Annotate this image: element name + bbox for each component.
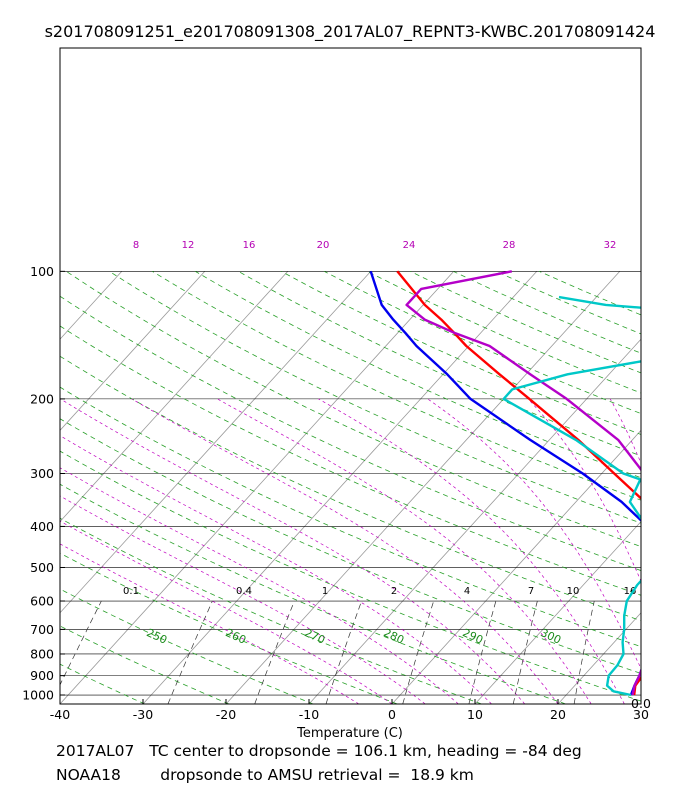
- dry-adiabat-line: [60, 552, 398, 704]
- mixing-ratio-line: [512, 600, 538, 704]
- isotherm-line: [640, 703, 641, 704]
- dry-adiabat-line: [108, 270, 641, 524]
- plot-frame: [59, 47, 642, 705]
- dry-adiabat-line: [60, 355, 641, 622]
- x-tick-label: -10: [299, 707, 319, 722]
- moist-adiabat-line: [217, 398, 592, 704]
- mixing-ratio-label: 7: [528, 586, 534, 597]
- y-tick-label: 800: [30, 646, 54, 661]
- mixing-ratio-line: [402, 600, 435, 704]
- isotherm-line: [60, 271, 206, 431]
- mixing-ratio-line: [325, 600, 362, 704]
- mixing-ratio-line: [254, 600, 295, 704]
- profile-line-red: [396, 270, 641, 696]
- mixing-ratio-label: 0.1: [123, 586, 139, 597]
- dry-adiabat-line: [60, 325, 641, 596]
- mixing-ratio-label: 16: [624, 586, 637, 597]
- y-tick-label: 700: [30, 622, 54, 637]
- dry-adiabat-line: [324, 270, 641, 414]
- moist-adiabat-line: [60, 435, 492, 704]
- moist-adiabat-label: 32: [604, 240, 617, 251]
- moist-adiabat-line: [609, 398, 641, 465]
- y-tick-label: 300: [30, 466, 54, 481]
- dry-adiabat-line: [60, 386, 641, 648]
- moist-adiabat-line: [527, 398, 641, 582]
- mixing-ratio-label: 2: [391, 586, 397, 597]
- x-tick-label: -40: [50, 707, 70, 722]
- mixing-ratio-line: [573, 600, 595, 704]
- dry-adiabat-line: [60, 703, 61, 704]
- moist-adiabat-line: [60, 495, 426, 704]
- moist-adiabat-line: [60, 520, 393, 704]
- axes: -40 -30 -20 -10 0 10 20 30 100 200 300 400 500 600 700…: [22, 264, 651, 722]
- moist-adiabat-label: 28: [503, 240, 516, 251]
- dry-adiabat-line: [60, 517, 482, 704]
- mixing-ratio-label: 0.4: [236, 586, 252, 597]
- caption-line-2: NOAA18 dropsonde to AMSU retrieval = 18.…: [56, 766, 474, 784]
- x-tick-label: -20: [216, 707, 236, 722]
- isotherm-line: [142, 271, 538, 704]
- x-axis-label: Temperature (C): [296, 726, 403, 741]
- isotherm-line: [60, 271, 455, 704]
- mixing-ratio-label: 1: [322, 586, 328, 597]
- moist-adiabat-label: 20: [317, 240, 330, 251]
- y-tick-label: 400: [30, 519, 54, 534]
- isotherm-line: [225, 271, 621, 704]
- moist-adiabat-line: [60, 467, 459, 704]
- x-tick-label: 0: [388, 707, 396, 722]
- moist-adiabat-label: 16: [243, 240, 256, 251]
- mixing-ratio-label: 4: [464, 586, 470, 597]
- dry-adiabat-line: [60, 450, 641, 702]
- y-tick-label: 1000: [22, 688, 54, 703]
- y-tick-label: 200: [30, 391, 54, 406]
- moist-adiabat-label: 8: [133, 240, 139, 251]
- mixing-ratio-line: [167, 600, 213, 704]
- y-tick-label: 500: [30, 560, 54, 575]
- dry-adiabat-line: [453, 270, 641, 354]
- mixing-ratio-line: [468, 600, 497, 704]
- moist-adiabat-label: 24: [403, 240, 416, 251]
- mixing-ratio-line: [60, 600, 102, 686]
- isotherm-line: [308, 338, 641, 704]
- y-tick-label: 900: [30, 668, 54, 683]
- profile-line-cyan: [502, 295, 641, 697]
- mixing-ratio-label: 10: [567, 586, 580, 597]
- isotherm-line: [474, 520, 641, 704]
- sounding-profiles: [369, 270, 641, 697]
- profile-line-magenta: [405, 270, 641, 696]
- moist-adiabat-line: [60, 543, 359, 704]
- x-tick-label: 10: [467, 707, 483, 722]
- corner-label: 0.0: [631, 696, 651, 711]
- x-tick-label: -30: [133, 707, 153, 722]
- skew-t-chart: s201708091251_e201708091308_2017AL07_REP…: [0, 22, 656, 741]
- y-tick-label: 600: [30, 594, 54, 609]
- dry-adiabat-line: [60, 625, 230, 704]
- x-tick-label: 20: [550, 707, 566, 722]
- isotherm-line: [391, 429, 641, 704]
- isotherm-line: [60, 271, 289, 523]
- grid-lines: [0, 270, 641, 704]
- isotherm-line: [60, 271, 123, 340]
- caption-line-1: 2017AL07 TC center to dropsonde = 106.1 …: [56, 742, 582, 760]
- profile-line-blue: [369, 270, 641, 696]
- y-tick-label: 100: [30, 264, 54, 279]
- moist-adiabat-line: [60, 398, 526, 704]
- moist-adiabat-label: 12: [182, 240, 195, 251]
- dry-adiabat-line: [496, 270, 641, 335]
- isotherm-line: [60, 271, 372, 614]
- dry-adiabat-line: [60, 418, 641, 674]
- x-tick-label: 30: [633, 707, 649, 722]
- dry-adiabat-line: [194, 270, 641, 479]
- moist-adiabat-line: [131, 398, 559, 704]
- chart-title: s201708091251_e201708091308_2017AL07_REP…: [45, 22, 656, 42]
- isotherm-line: [0, 271, 39, 704]
